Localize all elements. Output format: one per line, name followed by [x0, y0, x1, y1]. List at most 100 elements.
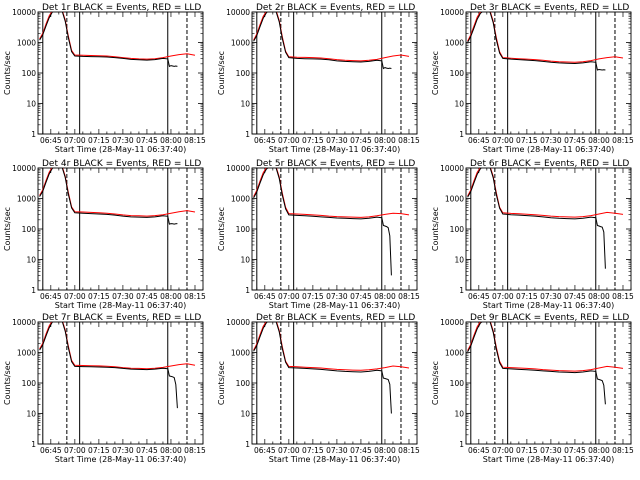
panel-det-5: Det 5r BLACK = Events, RED = LLD 1 10 100 10… — [217, 159, 420, 310]
lld-series-line — [467, 12, 624, 63]
x-tick-label: 07:30 — [326, 292, 348, 301]
x-tick-label: 08:15 — [398, 292, 420, 301]
plot-data-area — [253, 168, 410, 290]
panel-title: Det 1r BLACK = Events, RED = LLD — [42, 3, 201, 13]
x-tick-label: 08:00 — [160, 446, 182, 455]
x-tick-label: 08:15 — [612, 446, 634, 455]
panel-title: Det 9r BLACK = Events, RED = LLD — [470, 313, 629, 323]
events-series-line — [467, 322, 606, 405]
y-tick-label: 100 — [236, 379, 251, 388]
y-tick-label: 1 — [245, 286, 250, 295]
panel-title: Det 3r BLACK = Events, RED = LLD — [470, 3, 629, 13]
y-tick-label: 10000 — [440, 164, 464, 173]
plot-data-area — [467, 168, 624, 290]
panel-det-1: Det 1r BLACK = Events, RED = LLD 1 10 100 10… — [3, 3, 206, 154]
lld-series-line — [39, 168, 196, 217]
y-axis-label: Counts/sec — [3, 361, 12, 405]
x-tick-label: 08:00 — [374, 136, 396, 145]
x-tick-label: 07:15 — [88, 136, 110, 145]
y-tick-label: 10000 — [226, 164, 250, 173]
x-tick-label: 08:15 — [398, 446, 420, 455]
x-tick-label: 07:30 — [540, 136, 562, 145]
y-tick-label: 10 — [454, 256, 464, 265]
x-tick-label: 07:30 — [540, 292, 562, 301]
y-tick-label: 10 — [454, 410, 464, 419]
y-tick-label: 100 — [450, 69, 465, 78]
x-tick-label: 08:00 — [588, 446, 610, 455]
y-tick-label: 100 — [22, 225, 37, 234]
y-tick-label: 10 — [240, 256, 250, 265]
y-tick-label: 1000 — [231, 39, 250, 48]
x-tick-label: 08:00 — [160, 136, 182, 145]
x-tick-label: 07:15 — [88, 446, 110, 455]
x-tick-label: 07:00 — [64, 136, 86, 145]
lld-series-line — [467, 322, 624, 372]
y-tick-label: 10000 — [226, 8, 250, 17]
y-tick-label: 1 — [459, 440, 464, 449]
plot-frame — [37, 11, 204, 135]
y-tick-label: 1 — [31, 286, 36, 295]
x-tick-label: 06:45 — [40, 136, 62, 145]
x-tick-label: 07:15 — [516, 292, 538, 301]
x-tick-label: 06:45 — [40, 446, 62, 455]
events-series-line — [467, 12, 606, 71]
plot-frame — [465, 11, 632, 135]
y-tick-label: 1000 — [445, 349, 464, 358]
panel-det-2: Det 2r BLACK = Events, RED = LLD 1 10 100 10… — [217, 3, 420, 154]
x-tick-label: 08:00 — [374, 446, 396, 455]
y-tick-label: 1 — [245, 440, 250, 449]
events-series-line — [39, 168, 178, 225]
x-tick-label: 07:30 — [326, 446, 348, 455]
x-tick-label: 08:15 — [184, 136, 206, 145]
x-tick-label: 08:15 — [612, 292, 634, 301]
x-tick-label: 07:00 — [278, 446, 300, 455]
events-series-line — [253, 168, 392, 276]
lld-series-line — [253, 12, 410, 62]
y-axis-label: Counts/sec — [431, 51, 440, 95]
x-tick-label: 07:45 — [350, 292, 372, 301]
x-tick-label: 07:45 — [564, 446, 586, 455]
y-tick-label: 10 — [26, 100, 36, 109]
x-tick-label: 07:00 — [64, 446, 86, 455]
x-tick-label: 07:45 — [136, 292, 158, 301]
plot-frame — [37, 167, 204, 291]
x-axis-label: Start Time (28-May-11 06:37:40) — [55, 455, 186, 464]
y-tick-label: 1000 — [445, 195, 464, 204]
x-tick-label: 07:45 — [564, 292, 586, 301]
x-tick-label: 07:45 — [136, 136, 158, 145]
y-axis-label: Counts/sec — [217, 51, 226, 95]
lld-series-line — [253, 168, 410, 218]
y-tick-label: 10000 — [440, 318, 464, 327]
plot-data-area — [467, 12, 624, 134]
panel-det-4: Det 4r BLACK = Events, RED = LLD 1 10 100 10… — [3, 159, 206, 310]
y-tick-label: 100 — [236, 225, 251, 234]
x-tick-label: 08:15 — [398, 136, 420, 145]
y-tick-label: 1000 — [445, 39, 464, 48]
x-tick-label: 07:30 — [326, 136, 348, 145]
x-tick-label: 06:45 — [254, 446, 276, 455]
x-axis-label: Start Time (28-May-11 06:37:40) — [269, 145, 400, 154]
y-axis-label: Counts/sec — [431, 207, 440, 251]
x-axis-label: Start Time (28-May-11 06:37:40) — [269, 455, 400, 464]
y-tick-label: 10000 — [12, 8, 36, 17]
x-tick-label: 08:15 — [612, 136, 634, 145]
x-tick-label: 07:00 — [278, 136, 300, 145]
panel-det-3: Det 3r BLACK = Events, RED = LLD 1 10 100 10… — [431, 3, 634, 154]
x-tick-label: 07:00 — [278, 292, 300, 301]
panel-title: Det 7r BLACK = Events, RED = LLD — [42, 313, 201, 323]
plot-frame — [465, 167, 632, 291]
x-axis-label: Start Time (28-May-11 06:37:40) — [483, 455, 614, 464]
y-tick-label: 1 — [245, 130, 250, 139]
x-tick-label: 08:00 — [588, 136, 610, 145]
panel-title: Det 2r BLACK = Events, RED = LLD — [256, 3, 415, 13]
y-axis-label: Counts/sec — [3, 51, 12, 95]
lld-series-line — [39, 12, 196, 60]
panel-title: Det 6r BLACK = Events, RED = LLD — [470, 159, 629, 169]
y-tick-label: 1000 — [17, 39, 36, 48]
panel-title: Det 8r BLACK = Events, RED = LLD — [256, 313, 415, 323]
x-tick-label: 07:30 — [540, 446, 562, 455]
y-tick-label: 1000 — [231, 349, 250, 358]
plot-data-area — [39, 322, 196, 444]
x-tick-label: 07:30 — [112, 136, 134, 145]
plot-frame — [37, 321, 204, 445]
